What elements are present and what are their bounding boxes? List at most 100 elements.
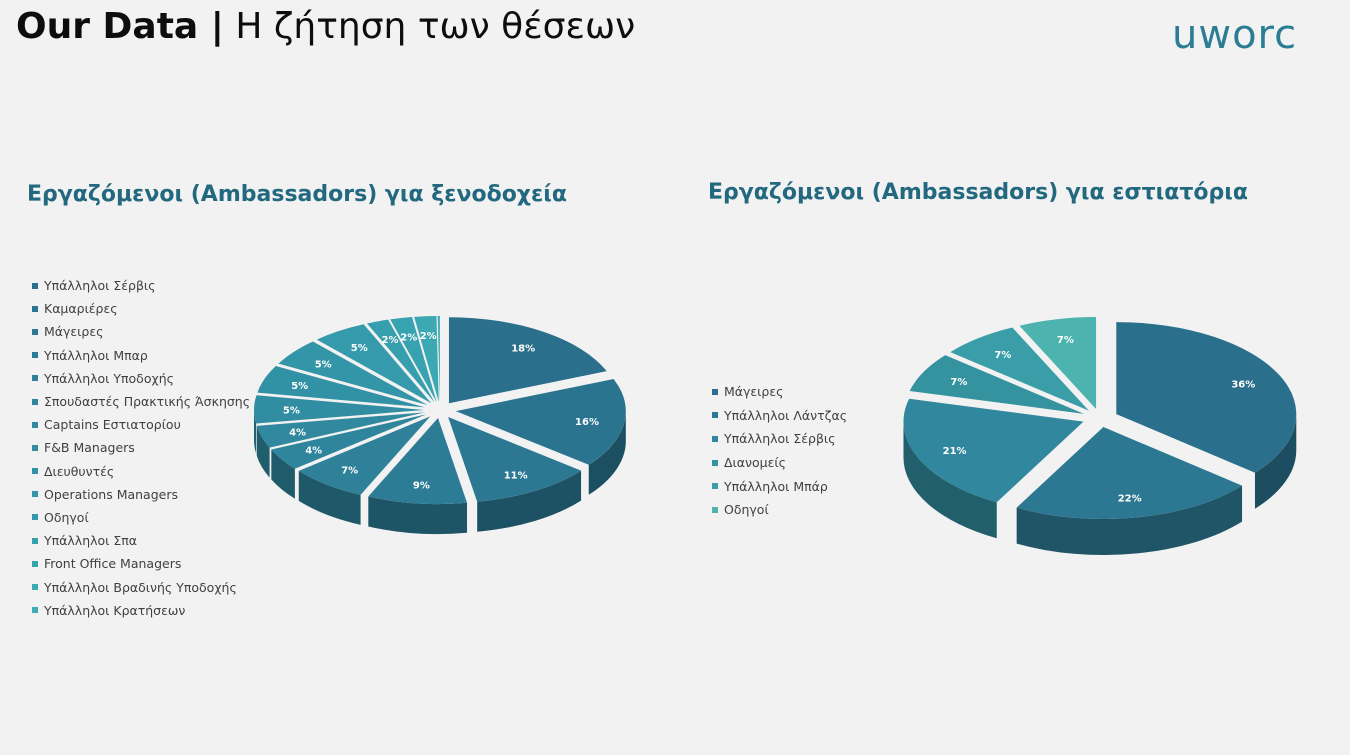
legend-item: Υπάλληλοι Υποδοχής [32, 367, 250, 390]
legend-label: Operations Managers [44, 486, 178, 502]
legend-item: Υπάλληλοι Μπαρ [32, 344, 250, 367]
page-title-bold: Our Data | [16, 6, 224, 47]
pie-data-label: 36% [1231, 380, 1255, 391]
pie-slice [448, 416, 582, 502]
pie-data-label: 22% [1118, 494, 1142, 505]
legend-item: F&B Managers [32, 436, 250, 459]
hotels-chart-title: Εργαζόμενοι (Ambassadors) για ξενοδοχεία [27, 182, 567, 207]
legend-label: Καμαριέρες [44, 301, 118, 317]
logo-text: uworc [1172, 12, 1297, 58]
pie-slice-side [1254, 414, 1297, 509]
pie-slice [950, 327, 1089, 411]
legend-label: Υπάλληλοι Μπαρ [44, 347, 148, 363]
pie-slice [366, 319, 435, 403]
legend-swatch [712, 483, 718, 490]
legend-swatch [32, 282, 38, 289]
pie-slice-side [477, 470, 582, 532]
legend-label: Front Office Managers [44, 556, 182, 572]
legend-label: Υπάλληλοι Κρατήσεων [44, 602, 186, 618]
pie-slice [1019, 317, 1097, 410]
legend-label: Μάγειρες [44, 324, 104, 340]
pie-slice [903, 398, 1084, 503]
legend-swatch [32, 305, 38, 312]
pie-slice [256, 412, 425, 448]
legend-label: Οδηγοί [44, 509, 89, 525]
legend-item: Διανομείς [712, 451, 847, 475]
legend-swatch [32, 421, 38, 428]
legend-item: Υπάλληλοι Μπάρ [712, 474, 847, 498]
legend-swatch [32, 537, 38, 544]
pie-slice [437, 315, 440, 402]
legend-label: Υπάλληλοι Σέρβις [724, 431, 836, 447]
legend-swatch [32, 375, 38, 382]
pie-data-label: 21% [943, 446, 967, 457]
pie-slice [257, 365, 425, 408]
legend-label: Υπάλληλοι Λάντζας [724, 407, 848, 423]
legend-item: Υπάλληλοι Σέρβις [712, 427, 847, 451]
pie-slice-side [298, 470, 361, 525]
pie-data-label: 7% [950, 377, 967, 388]
legend-item: Μάγειρες [32, 320, 250, 343]
legend-swatch [712, 506, 718, 513]
pie-data-label: 2% [382, 335, 399, 346]
legend-label: Διανομείς [724, 455, 786, 471]
legend-label: Διευθυντές [44, 463, 115, 479]
legend-label: Υπάλληλοι Υποδοχής [44, 370, 174, 386]
legend-item: Καμαριέρες [32, 297, 250, 320]
legend-label: Σπουδαστές Πρακτικής Άσκησης [44, 394, 251, 410]
legend-item: Οδηγοί [32, 506, 250, 529]
legend-swatch [712, 412, 718, 419]
pie-slice [254, 395, 425, 424]
pie-data-label: 5% [291, 381, 308, 392]
legend-swatch [32, 607, 38, 614]
legend-swatch [712, 459, 718, 466]
pie-slice [455, 379, 626, 465]
pie-data-label: 2% [420, 331, 437, 342]
pie-slice-side [1016, 485, 1243, 556]
legend-item: Captains Εστιατορίου [32, 413, 250, 436]
legend-swatch [32, 328, 38, 335]
pie-data-label: 7% [1057, 335, 1074, 346]
legend-item: Μάγειρες [712, 380, 847, 404]
legend-swatch [32, 468, 38, 475]
pie-slice [316, 324, 432, 404]
legend-swatch [712, 388, 718, 395]
legend-swatch [32, 352, 38, 359]
legend-label: Υπάλληλοι Σπα [44, 533, 138, 549]
pie-slice [278, 341, 428, 405]
legend-item: Οδηγοί [712, 498, 847, 522]
pie-data-label: 4% [289, 428, 306, 439]
restaurants-chart-title: Εργαζόμενοι (Ambassadors) για εστιατόρια [708, 180, 1248, 205]
pie-data-label: 5% [283, 406, 300, 417]
pie-data-label: 7% [341, 466, 358, 477]
pie-slice-side [368, 496, 468, 535]
pie-slice [1116, 322, 1297, 473]
pie-data-label: 11% [504, 471, 528, 482]
restaurants-legend: Μάγειρες Υπάλληλοι Λάντζας Υπάλληλοι Σέρβι… [712, 380, 847, 522]
pie-slice [1016, 427, 1243, 520]
legend-swatch [32, 560, 38, 567]
pie-data-label: 5% [351, 343, 368, 354]
legend-item: Υπάλληλοι Λάντζας [712, 404, 847, 428]
page-title: Our Data | Η ζήτηση των θέσεων [16, 6, 635, 47]
pie-slice [448, 317, 607, 404]
legend-label: Μάγειρες [724, 384, 784, 400]
pie-slice [414, 315, 439, 402]
legend-item: Υπάλληλοι Σέρβις [32, 274, 250, 297]
pie-data-label: 4% [305, 446, 322, 457]
legend-swatch [32, 514, 38, 521]
pie-data-label: 18% [511, 344, 535, 355]
page-title-rest: Η ζήτηση των θέσεων [223, 6, 636, 47]
pie-data-label: 5% [315, 360, 332, 371]
legend-label: Οδηγοί [724, 502, 769, 518]
legend-swatch [32, 398, 38, 405]
hotels-legend: Υπάλληλοι Σέρβις Καμαριέρες Μάγειρες Υπάλλη… [32, 274, 250, 622]
pie-slice-side [256, 425, 270, 478]
legend-label: Υπάλληλοι Βραδινής Υποδοχής [44, 579, 237, 595]
legend-item: Front Office Managers [32, 552, 250, 575]
pie-data-label: 16% [575, 417, 599, 428]
pie-slice-side [254, 409, 257, 454]
pie-data-label: 7% [994, 350, 1011, 361]
pie-slice-side [903, 421, 997, 539]
